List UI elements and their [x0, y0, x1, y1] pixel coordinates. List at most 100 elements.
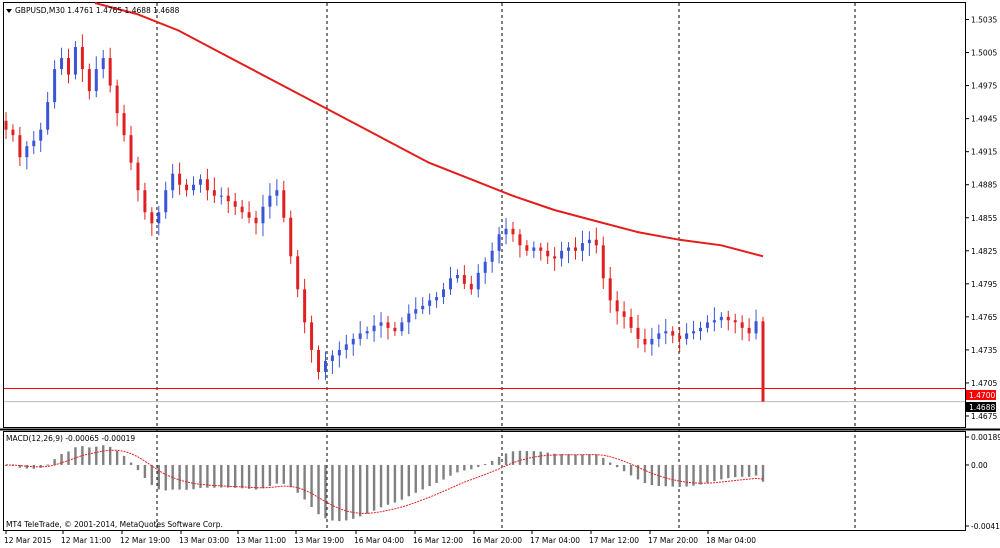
candle-body — [150, 212, 154, 224]
macd-tick-label: 0.00 — [971, 461, 988, 470]
candle-body — [615, 300, 619, 312]
candle-body — [421, 305, 425, 310]
macd-bar — [192, 464, 195, 490]
candle-body — [247, 212, 251, 218]
hline-price-marker — [966, 390, 996, 400]
macd-tick-label: 0.00189 — [971, 433, 1000, 442]
macd-bar — [254, 464, 258, 490]
main-panel[interactable] — [3, 2, 966, 428]
macd-bar — [546, 452, 549, 465]
candle-body — [268, 195, 272, 207]
macd-bar — [240, 464, 244, 489]
candle-body — [698, 327, 702, 332]
candle-body — [428, 300, 432, 306]
macd-bar — [345, 464, 348, 521]
candle-body — [525, 245, 529, 251]
macd-bar — [178, 464, 181, 490]
macd-bar — [490, 460, 494, 465]
hline-price-label: 1.4700 — [969, 391, 995, 400]
price-tick-label: 1.4885 — [971, 181, 997, 190]
macd-bar — [164, 464, 167, 491]
candle-body — [386, 322, 390, 328]
candle-body — [643, 338, 647, 345]
macd-bar — [407, 464, 411, 497]
macd-bar — [393, 464, 397, 503]
candle-body — [761, 321, 765, 402]
macd-bar — [331, 464, 334, 521]
macd-bar — [727, 464, 730, 479]
candle-body — [330, 355, 334, 361]
moving-average-line — [94, 2, 764, 258]
macd-bar — [629, 464, 633, 476]
macd-bar — [713, 464, 716, 482]
macd-bar — [456, 464, 459, 473]
macd-bar — [734, 464, 737, 478]
macd-bar — [678, 464, 681, 487]
macd-bar — [602, 457, 605, 465]
candle-body — [504, 228, 508, 235]
time-tick-label: 13 Mar 19:00 — [294, 536, 344, 545]
candle-body — [733, 320, 737, 323]
macd-bar — [740, 464, 744, 477]
time-tick-label: 17 Mar 12:00 — [589, 536, 639, 545]
dropdown-arrow-icon[interactable] — [6, 9, 12, 13]
chart-title: GBPUSD,M30 1.4761 1.4765 1.4688 1.4688 — [15, 6, 180, 15]
candle-body — [233, 201, 237, 207]
macd-bar — [449, 464, 452, 476]
candle-body — [219, 195, 223, 197]
price-tick-label: 1.5035 — [971, 16, 997, 25]
candle-body — [705, 322, 709, 328]
candle-body — [60, 58, 64, 70]
macd-bar — [470, 464, 473, 470]
current-price-marker — [966, 402, 996, 412]
macd-bar — [650, 464, 654, 486]
candle-body — [754, 321, 758, 334]
candle-body — [254, 217, 258, 224]
macd-bar — [497, 456, 501, 465]
candle-body — [726, 316, 730, 321]
price-tick-label: 1.5005 — [971, 49, 997, 58]
time-tick-label: 13 Mar 03:00 — [179, 536, 229, 545]
macd-bar — [136, 464, 140, 471]
candle-body — [101, 58, 105, 70]
candle-body — [136, 162, 140, 191]
candle-body — [483, 261, 487, 273]
macd-bar — [185, 464, 188, 490]
macd-bar — [615, 464, 619, 468]
price-axis: 1.5035 1.5005 1.4975 1.4945 1.4915 1.4885 1.48… — [965, 16, 997, 421]
candle-body — [448, 278, 452, 290]
macd-bar — [518, 450, 522, 465]
macd-title: MACD(12,26,9) -0.00065 -0.00019 — [6, 434, 135, 443]
candle-body — [671, 331, 675, 336]
candle-body — [608, 278, 612, 301]
candle-body — [567, 247, 571, 251]
candles-group — [4, 34, 765, 402]
macd-bar — [532, 451, 536, 465]
macd-bar — [372, 464, 376, 511]
candle-body — [719, 316, 723, 321]
macd-bar — [636, 464, 640, 480]
candle-body — [317, 349, 321, 372]
candle-body — [108, 58, 112, 86]
macd-bar — [289, 464, 292, 488]
candle-body — [296, 256, 300, 290]
macd-bar — [275, 464, 279, 484]
macd-bar — [39, 464, 42, 468]
macd-axis: 0.00189 0.00 -0.00413 — [965, 433, 1000, 531]
macd-bar — [25, 464, 29, 469]
candle-body — [32, 140, 36, 147]
macd-panel[interactable] — [3, 431, 966, 531]
price-tick-label: 1.4825 — [971, 247, 997, 256]
candle-body — [115, 85, 119, 114]
price-tick-label: 1.4795 — [971, 280, 997, 289]
candle-body — [594, 239, 598, 246]
macd-bar — [157, 464, 160, 490]
macd-bar — [643, 464, 647, 484]
macd-bar — [108, 446, 112, 465]
candle-body — [622, 311, 626, 317]
macd-bar — [574, 454, 577, 465]
macd-bar — [150, 464, 154, 486]
time-tick-label: 18 Mar 04:00 — [706, 536, 756, 545]
macd-bar — [358, 464, 362, 517]
